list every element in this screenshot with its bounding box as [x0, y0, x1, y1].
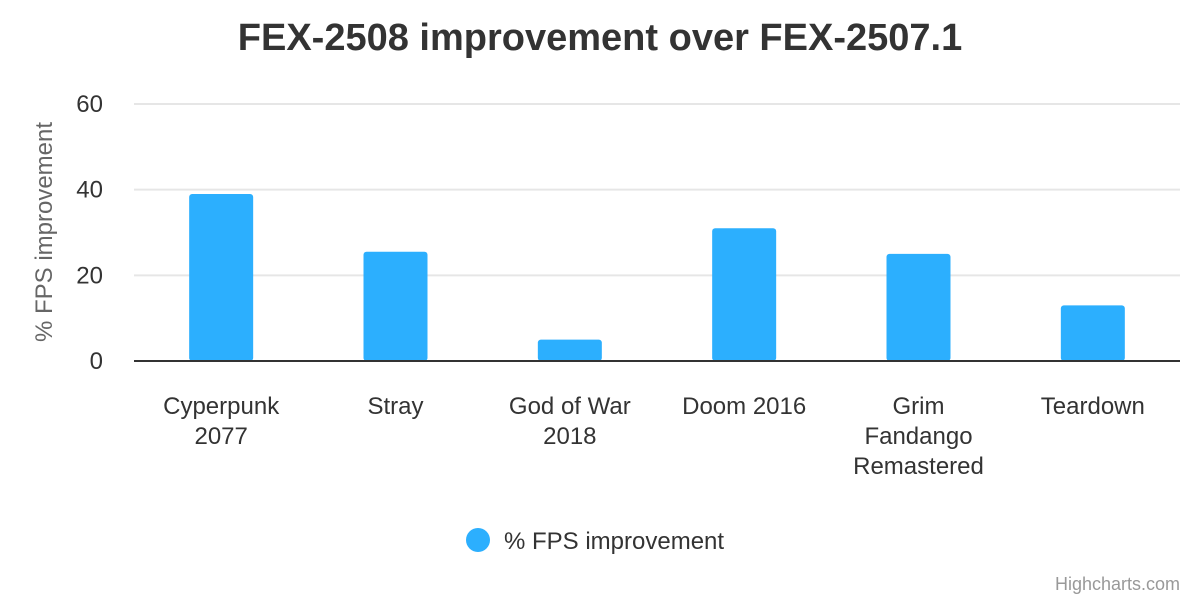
- credits-link[interactable]: Highcharts.com: [1055, 574, 1180, 594]
- x-category-label: Stray: [367, 393, 423, 420]
- bar[interactable]: [886, 253, 951, 361]
- y-tick-label: 0: [90, 348, 103, 375]
- x-category-label: Cyperpunk 2077: [163, 393, 280, 450]
- y-tick-label: 20: [76, 262, 103, 289]
- bar[interactable]: [537, 339, 602, 361]
- legend-label[interactable]: % FPS improvement: [504, 528, 724, 555]
- x-category-label: Doom 2016: [682, 393, 806, 420]
- chart-title: FEX-2508 improvement over FEX-2507.1: [238, 17, 962, 59]
- bars: [189, 193, 1125, 361]
- bar[interactable]: [189, 193, 254, 361]
- bar[interactable]: [712, 228, 777, 361]
- bar[interactable]: [1060, 305, 1125, 361]
- x-category-label: Teardown: [1041, 393, 1145, 420]
- legend[interactable]: % FPS improvement: [466, 528, 724, 555]
- x-category-label: Grim Fandango Remastered: [853, 393, 984, 480]
- grid-lines: [134, 103, 1180, 277]
- legend-symbol[interactable]: [466, 528, 490, 552]
- x-category-label: God of War 2018: [509, 393, 631, 450]
- bar[interactable]: [363, 251, 428, 361]
- y-tick-label: 60: [76, 91, 103, 118]
- y-axis-tick-labels: 0 20 40 60: [76, 91, 103, 375]
- x-axis-category-labels: Cyperpunk 2077 Stray God of War 2018 Doom 201…: [163, 393, 1145, 480]
- y-axis-title: % FPS improvement: [31, 122, 58, 342]
- y-tick-label: 40: [76, 177, 103, 204]
